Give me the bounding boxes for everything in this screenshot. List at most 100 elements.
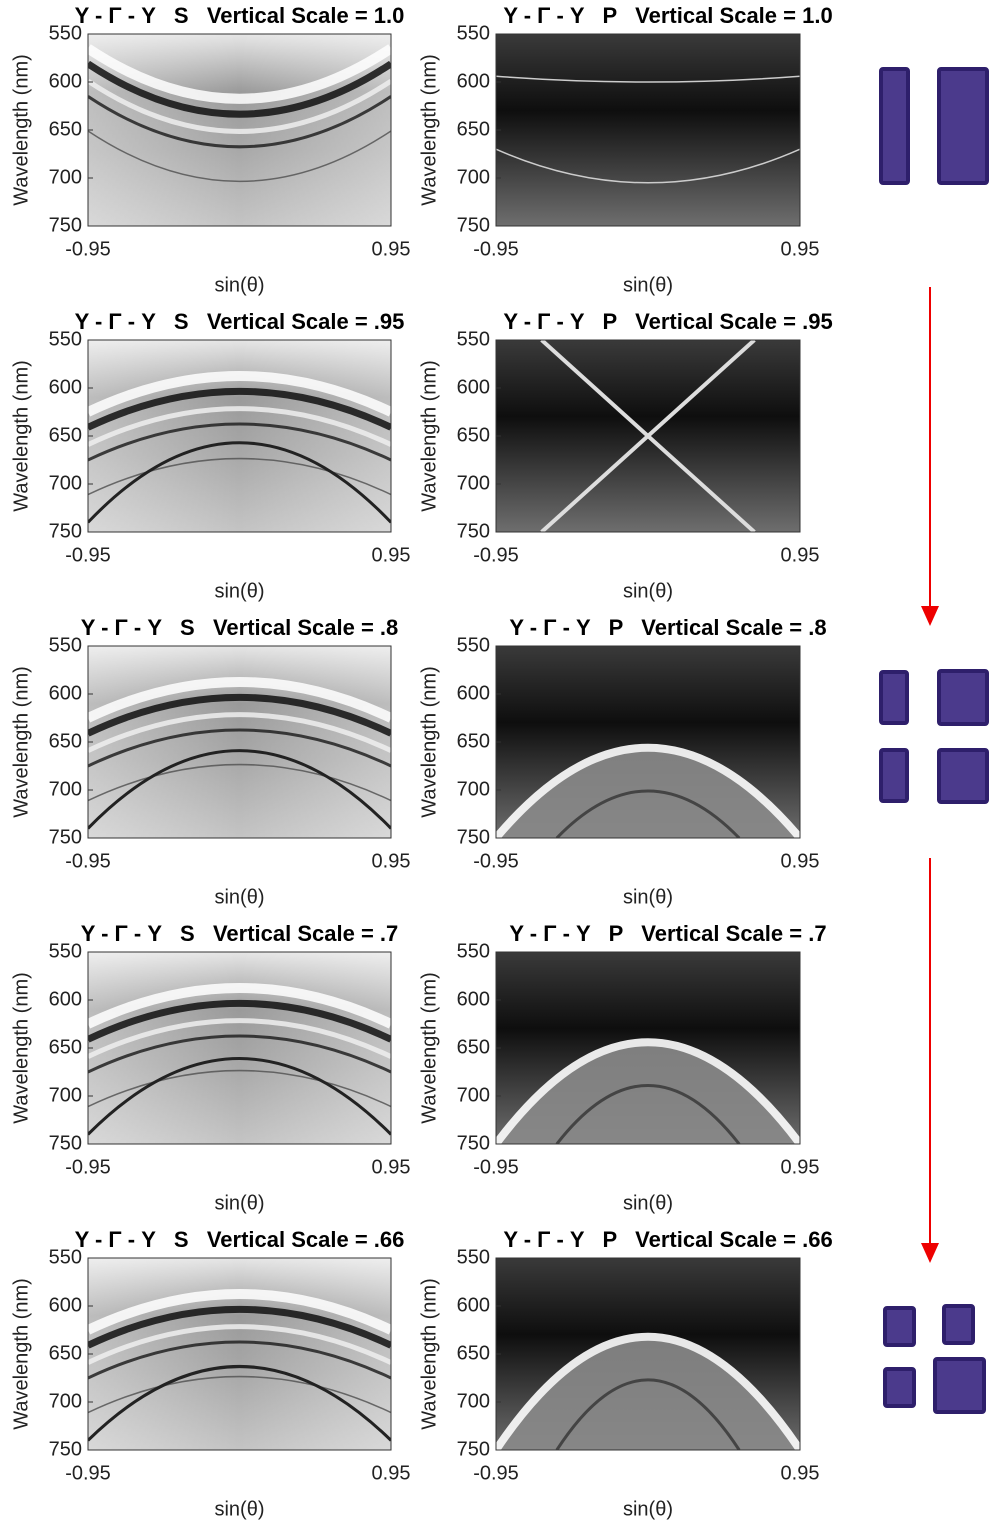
y-tick-label: 550 — [49, 1246, 82, 1268]
x-tick-label: 0.95 — [781, 850, 820, 872]
heatmap-image — [496, 952, 800, 1144]
x-tick-label: 0.95 — [781, 1156, 820, 1178]
y-tick-label: 600 — [457, 988, 490, 1010]
y-tick-label: 600 — [49, 376, 82, 398]
y-tick-label: 750 — [49, 1438, 82, 1460]
panel-title: Y - Γ - Y P Vertical Scale = .7 — [509, 921, 826, 946]
x-axis-label: sin(θ) — [623, 274, 673, 296]
x-axis-label: sin(θ) — [623, 886, 673, 908]
y-tick-label: 650 — [49, 118, 82, 140]
y-tick-label: 650 — [49, 730, 82, 752]
unit-cell — [935, 1359, 984, 1412]
y-axis-label: Wavelength (nm) — [418, 666, 440, 818]
x-tick-label: 0.95 — [372, 850, 411, 872]
y-tick-label: 750 — [49, 1132, 82, 1154]
y-tick-label: 600 — [457, 682, 490, 704]
x-tick-label: 0.95 — [372, 1462, 411, 1484]
panel-title: Y - Γ - Y S Vertical Scale = .95 — [75, 309, 405, 334]
y-tick-label: 700 — [457, 166, 490, 188]
unit-cell — [881, 69, 908, 183]
y-axis-label: Wavelength (nm) — [418, 360, 440, 512]
unit-cell — [885, 1308, 914, 1345]
heatmap-image — [88, 952, 391, 1144]
image-shade — [88, 340, 391, 532]
panel: Y - Γ - Y P Vertical Scale = .8550600650… — [418, 615, 826, 908]
x-tick-label: 0.95 — [372, 544, 411, 566]
x-tick-label: -0.95 — [65, 238, 111, 260]
y-tick-label: 750 — [457, 1438, 490, 1460]
panel: Y - Γ - Y P Vertical Scale = .9555060065… — [418, 309, 832, 602]
y-tick-label: 700 — [457, 1390, 490, 1412]
unit-cell-icons — [881, 69, 987, 1412]
panel: Y - Γ - Y S Vertical Scale = .7550600650… — [10, 921, 410, 1214]
arrow-head — [921, 606, 939, 626]
panel: Y - Γ - Y S Vertical Scale = .8550600650… — [10, 615, 410, 908]
x-tick-label: -0.95 — [65, 1156, 111, 1178]
image-shade — [88, 646, 391, 838]
unit-cell — [881, 672, 907, 723]
y-tick-label: 750 — [49, 214, 82, 236]
x-tick-label: 0.95 — [781, 238, 820, 260]
y-tick-label: 650 — [49, 424, 82, 446]
panel-title: Y - Γ - Y P Vertical Scale = 1.0 — [503, 3, 832, 28]
y-tick-label: 650 — [457, 118, 490, 140]
heatmap-image — [496, 1258, 800, 1450]
y-tick-label: 600 — [49, 682, 82, 704]
x-tick-label: -0.95 — [473, 544, 519, 566]
y-tick-label: 650 — [49, 1036, 82, 1058]
image-shade — [88, 952, 391, 1144]
y-tick-label: 650 — [457, 424, 490, 446]
panel-title: Y - Γ - Y P Vertical Scale = .8 — [509, 615, 826, 640]
y-tick-label: 750 — [457, 214, 490, 236]
y-tick-label: 700 — [49, 472, 82, 494]
y-tick-label: 550 — [49, 328, 82, 350]
panel-title: Y - Γ - Y S Vertical Scale = 1.0 — [75, 3, 405, 28]
panel: Y - Γ - Y P Vertical Scale = 1.0 550 600 65… — [418, 3, 832, 296]
panel-title: Y - Γ - Y P Vertical Scale = .66 — [503, 1227, 832, 1252]
y-tick-label: 700 — [49, 1084, 82, 1106]
y-tick-label: 550 — [457, 634, 490, 656]
y-tick-label: 550 — [457, 1246, 490, 1268]
heatmap-image — [88, 34, 391, 226]
x-axis-label: sin(θ) — [214, 580, 264, 602]
y-tick-label: 650 — [457, 1036, 490, 1058]
y-tick-label: 750 — [457, 520, 490, 542]
x-tick-label: -0.95 — [473, 238, 519, 260]
panel: Y - Γ - Y S Vertical Scale = .66550 600 65… — [10, 1227, 410, 1520]
y-tick-label: 700 — [457, 1084, 490, 1106]
x-tick-label: 0.95 — [781, 544, 820, 566]
heatmap-image — [88, 646, 391, 838]
y-tick-label: 700 — [457, 778, 490, 800]
unit-cell — [939, 671, 987, 724]
figure: Y - Γ - Y S Vertical Scale = 1.055060065… — [0, 0, 989, 1523]
x-tick-label: 0.95 — [372, 1156, 411, 1178]
x-tick-label: -0.95 — [473, 850, 519, 872]
x-tick-label: -0.95 — [65, 1462, 111, 1484]
y-tick-label: 600 — [49, 1294, 82, 1316]
panel: Y - Γ - Y S Vertical Scale = 1.055060065… — [10, 3, 410, 296]
y-tick-label: 550 — [49, 634, 82, 656]
y-tick-label: 700 — [457, 472, 490, 494]
panel-title: Y - Γ - Y S Vertical Scale = .66 — [75, 1227, 405, 1252]
heatmap-image — [496, 34, 800, 226]
y-tick-label: 550 — [457, 22, 490, 44]
x-axis-label: sin(θ) — [214, 1192, 264, 1214]
panel-title: Y - Γ - Y S Vertical Scale = .7 — [81, 921, 399, 946]
y-tick-label: 650 — [457, 1342, 490, 1364]
unit-cell — [939, 69, 987, 183]
y-tick-label: 600 — [457, 70, 490, 92]
unit-cell — [939, 750, 987, 802]
x-tick-label: 0.95 — [372, 238, 411, 260]
y-tick-label: 550 — [457, 940, 490, 962]
arrow-head — [921, 1243, 939, 1263]
y-tick-label: 600 — [457, 1294, 490, 1316]
x-tick-label: -0.95 — [65, 850, 111, 872]
x-axis-label: sin(θ) — [214, 274, 264, 296]
unit-cell — [944, 1306, 973, 1343]
y-tick-label: 650 — [49, 1342, 82, 1364]
y-tick-label: 550 — [49, 22, 82, 44]
y-axis-label: Wavelength (nm) — [10, 1278, 32, 1430]
y-axis-label: Wavelength (nm) — [10, 972, 32, 1124]
x-axis-label: sin(θ) — [214, 1498, 264, 1520]
